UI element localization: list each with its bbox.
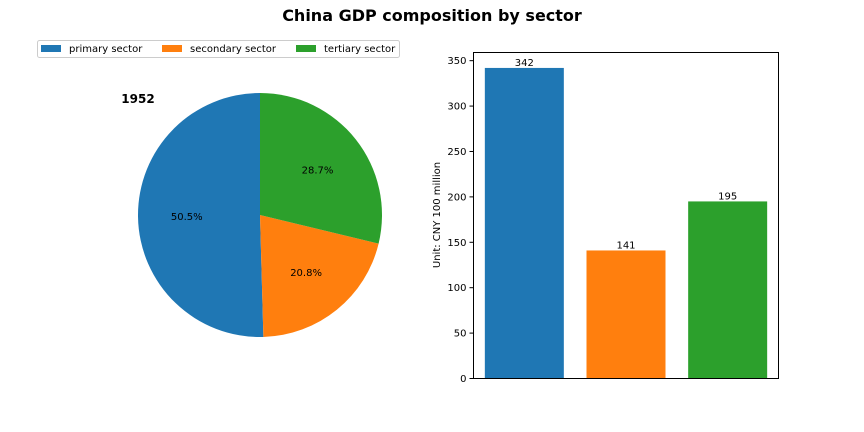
legend: primary sector secondary sector tertiary s… (37, 40, 400, 58)
bar-y-tick-label: 100 (447, 283, 466, 294)
bar-tertiary (688, 201, 768, 379)
pie-percent-label-secondary: 20.8% (290, 268, 322, 279)
bar-y-tick-label: 300 (447, 102, 466, 113)
figure-title: China GDP composition by sector (282, 6, 582, 25)
legend-label-secondary: secondary sector (190, 44, 277, 55)
bar-y-tick-label: 50 (454, 329, 467, 340)
legend-entry-secondary: secondary sector (162, 44, 277, 55)
legend-swatch-tertiary (296, 45, 316, 52)
bar-value-label-tertiary: 195 (718, 191, 737, 202)
bar-value-label-primary: 342 (515, 58, 534, 69)
legend-swatch-secondary (162, 45, 182, 52)
bar-value-label-secondary: 141 (616, 240, 635, 251)
pie-slice-primary (138, 93, 264, 337)
bar-y-axis-label: Unit: CNY 100 million (432, 162, 443, 268)
pie-slice-secondary (260, 215, 379, 337)
bar-chart: 0 50 100 150 200 250 300 350 342 141 195 Unit: CN… (432, 52, 779, 385)
pie-slice-tertiary (260, 93, 382, 244)
bar-y-tick-label: 150 (447, 238, 466, 249)
pie-title: 1952 (121, 92, 154, 106)
legend-label-primary: primary sector (69, 44, 143, 55)
bar-secondary (586, 250, 666, 379)
legend-frame (37, 40, 400, 58)
bar-y-tick-label: 200 (447, 192, 466, 203)
legend-entry-primary: primary sector (41, 44, 143, 55)
legend-entry-tertiary: tertiary sector (296, 44, 396, 55)
bar-axes-frame (473, 52, 779, 379)
bar-y-tick-label: 0 (460, 374, 466, 385)
bar-primary (484, 67, 564, 379)
pie-chart: 1952 50.5% 20.8% 28.7% (121, 92, 382, 337)
legend-swatch-primary (41, 45, 61, 52)
legend-label-tertiary: tertiary sector (324, 44, 396, 55)
bar-y-tick-label: 250 (447, 147, 466, 158)
bar-y-tick-label: 350 (447, 56, 466, 67)
pie-percent-label-primary: 50.5% (171, 212, 203, 223)
pie-percent-label-tertiary: 28.7% (302, 166, 334, 177)
